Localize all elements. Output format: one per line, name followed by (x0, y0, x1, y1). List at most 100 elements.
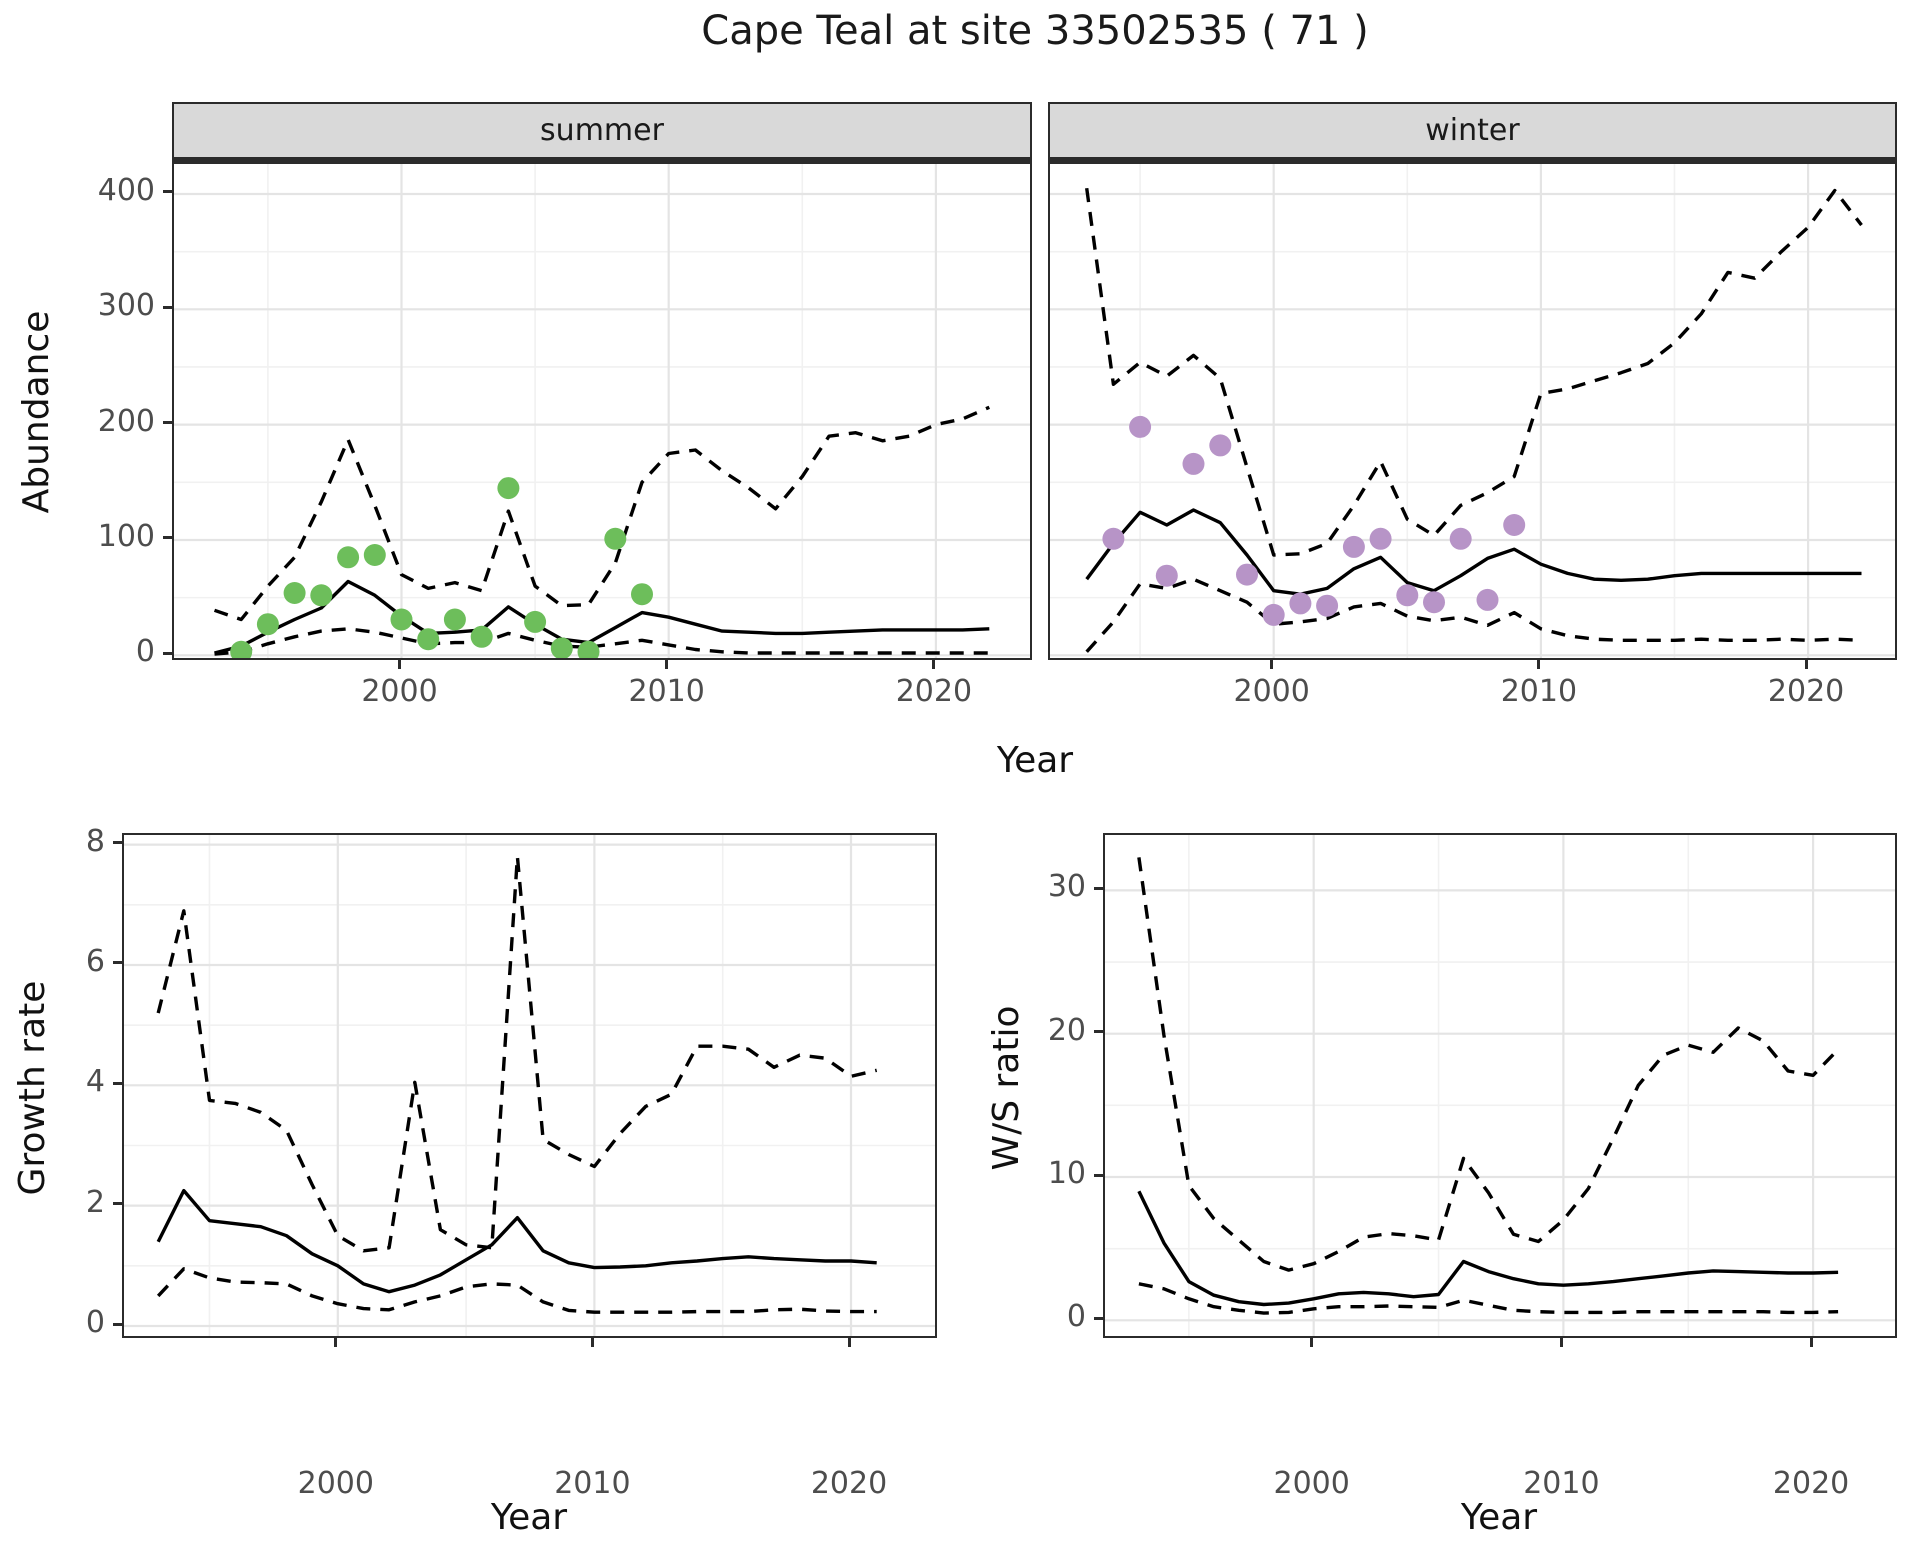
observed-counts-summer-point (283, 582, 306, 604)
year-axis-label-ws: Year (1460, 1497, 1538, 1538)
observed-counts-summer-point (470, 625, 493, 648)
observed-counts-winter-point (1316, 594, 1339, 617)
observed-counts-summer-point (604, 527, 627, 550)
x-tick-label: 2000 (1273, 1466, 1350, 1501)
y-tick-mark (113, 961, 122, 965)
x-tick-mark (1537, 660, 1541, 669)
y-tick-label: 6 (85, 943, 105, 979)
observed-counts-winter-point (1449, 527, 1472, 550)
x-tick-label: 2010 (1523, 1466, 1600, 1501)
x-tick-mark (1809, 1338, 1813, 1347)
abundance-winter-svg (1050, 164, 1895, 658)
y-tick-mark (113, 1081, 122, 1085)
growth-rate-svg (124, 835, 935, 1336)
abundance-winter-modelled-median-line (1085, 508, 1862, 596)
observed-counts-summer-point (337, 546, 360, 569)
x-tick-label: 2020 (1767, 674, 1845, 709)
abundance-summer-upper-ci-line (213, 405, 990, 622)
y-tick-mark (163, 421, 172, 425)
observed-counts-winter-point (1342, 535, 1365, 558)
x-tick-mark (398, 660, 401, 669)
observed-counts-winter-point (1476, 588, 1499, 611)
x-tick-label: 2020 (895, 674, 973, 709)
ws-ratio-upper-ci-line (1137, 857, 1840, 1272)
ws-ratio-lower-ci-line (1138, 1282, 1839, 1315)
x-tick-mark (665, 660, 669, 669)
y-tick-mark (113, 841, 122, 845)
observed-counts-winter-point (1129, 415, 1152, 438)
y-tick-mark (113, 1322, 122, 1326)
y-tick-mark (1094, 886, 1103, 890)
y-tick-label: 10 (1047, 1156, 1086, 1191)
x-tick-label: 2010 (1500, 674, 1578, 709)
growth-rate-chart (122, 833, 937, 1338)
y-tick-mark (1094, 1316, 1103, 1320)
y-tick-label: 2 (85, 1184, 105, 1220)
abundance-winter-lower-ci-line (1085, 577, 1862, 653)
x-tick-label: 2020 (810, 1466, 888, 1501)
y-tick-label: 0 (135, 634, 155, 670)
growth-rate-upper-ci-line (156, 855, 878, 1253)
page-title: Cape Teal at site 33502535 ( 71 ) (701, 8, 1369, 54)
x-tick-mark (334, 1338, 338, 1347)
observed-counts-summer-point (230, 640, 253, 658)
x-tick-mark (1804, 660, 1808, 669)
observed-counts-summer-point (550, 637, 573, 658)
facet-strip-winter-label: winter (1425, 113, 1520, 148)
summer-abundance-chart (172, 162, 1032, 660)
observed-counts-winter-point (1289, 592, 1312, 615)
y-tick-mark (163, 305, 172, 309)
growth-rate-growth-rate-median-line (156, 1188, 877, 1294)
y-tick-mark (113, 1202, 122, 1206)
observed-counts-winter-point (1423, 591, 1445, 614)
year-axis-label-top: Year (996, 740, 1074, 781)
y-tick-label: 0 (1066, 1299, 1086, 1335)
facet-strip-summer: summer (172, 102, 1032, 162)
x-tick-label: 2000 (1233, 674, 1310, 709)
observed-counts-summer-point (256, 613, 279, 636)
x-tick-label: 2020 (1772, 1466, 1850, 1501)
y-tick-label: 200 (97, 403, 155, 439)
y-tick-label: 4 (85, 1064, 105, 1100)
facet-strip-winter: winter (1048, 102, 1897, 162)
observed-counts-winter-point (1155, 564, 1178, 587)
y-tick-label: 0 (85, 1305, 105, 1340)
x-tick-mark (1559, 1338, 1563, 1347)
observed-counts-summer-point (390, 608, 413, 631)
y-tick-label: 300 (97, 288, 155, 324)
x-tick-label: 2000 (297, 1466, 374, 1501)
ws-ratio-svg (1105, 835, 1895, 1336)
x-tick-mark (1310, 1338, 1314, 1347)
observed-counts-winter-point (1503, 514, 1526, 536)
x-tick-mark (932, 660, 936, 669)
y-tick-label: 100 (97, 518, 155, 554)
winter-abundance-chart (1048, 162, 1897, 660)
x-tick-label: 2010 (554, 1466, 631, 1501)
y-tick-mark (163, 651, 172, 655)
observed-counts-summer-point (497, 477, 520, 500)
x-tick-label: 2000 (361, 674, 438, 709)
y-tick-mark (1094, 1030, 1103, 1034)
y-tick-mark (163, 536, 172, 540)
abundance-winter-upper-ci-line (1085, 187, 1863, 557)
abundance-summer-modelled-median-line (214, 579, 990, 655)
facet-strip-summer-label: summer (540, 113, 664, 148)
observed-counts-winter-point (1209, 434, 1232, 457)
abundance-summer-lower-ci-line (214, 627, 990, 656)
abundance-axis-label: Abundance (16, 310, 57, 514)
y-tick-label: 8 (85, 823, 105, 859)
observed-counts-summer-point (417, 628, 440, 651)
observed-counts-summer-point (363, 544, 386, 566)
observed-counts-winter-point (1262, 603, 1285, 626)
x-tick-mark (590, 1338, 594, 1347)
y-tick-mark (1094, 1173, 1103, 1177)
y-tick-label: 400 (97, 172, 155, 208)
ws-ratio-ws-ratio-median-line (1137, 1190, 1839, 1307)
ws-ratio-axis-label: W/S ratio (986, 1005, 1027, 1171)
x-tick-mark (847, 1338, 851, 1347)
observed-counts-winter-point (1396, 584, 1419, 607)
observed-counts-summer-point (443, 608, 466, 631)
y-tick-label: 20 (1047, 1012, 1086, 1048)
year-axis-label-growth: Year (490, 1497, 568, 1538)
